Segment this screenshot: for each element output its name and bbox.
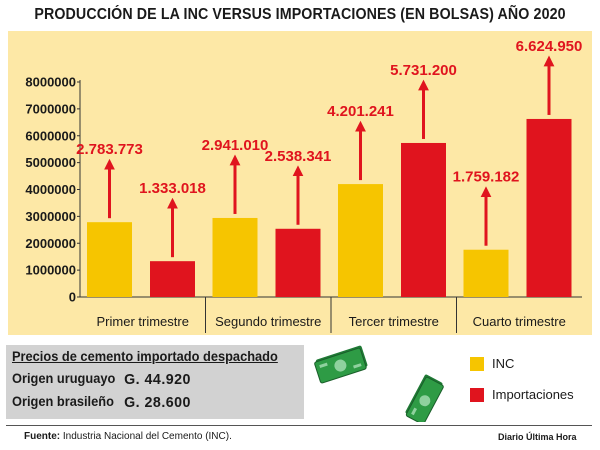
legend-label: INC: [492, 356, 515, 371]
source-text: Industria Nacional del Cemento (INC).: [62, 431, 232, 442]
bar-importaciones: [150, 261, 195, 297]
legend-item-importaciones: Importaciones: [470, 387, 600, 407]
y-tick-label: 0: [69, 290, 76, 305]
chart-panel: 0 1000000 2000000 3000000 4000000 5000000 6000…: [8, 31, 592, 335]
credit: Diario Última Hora: [498, 432, 577, 442]
legend-item-inc: INC: [470, 356, 600, 376]
legend-label: Importaciones: [492, 387, 574, 402]
data-label: 1.759.182: [453, 169, 520, 186]
bar-inc: [87, 222, 132, 297]
bar-inc: [212, 217, 258, 297]
data-label: 2.941.010: [202, 137, 269, 154]
data-label: 5.731.200: [390, 62, 457, 79]
y-tick-label: 2000000: [25, 236, 76, 251]
bar-chart: 0 1000000 2000000 3000000 4000000 5000000 6000…: [25, 38, 583, 333]
legend-swatch-importaciones: [470, 388, 484, 402]
y-tick-label: 1000000: [25, 263, 76, 278]
bar-importaciones: [275, 228, 321, 297]
x-tick-label: Primer trimestre: [97, 314, 189, 329]
price-row-brasil: Origen brasileño G. 28.600: [12, 394, 190, 411]
bar-importaciones: [526, 118, 572, 297]
price-row-label: Origen uruguayo: [12, 371, 116, 386]
y-tick-label: 3000000: [25, 209, 76, 224]
y-tick-label: 6000000: [25, 128, 76, 143]
source-label: Fuente:: [24, 431, 61, 442]
data-label: 1.333.018: [139, 180, 206, 197]
y-tick-label: 4000000: [25, 182, 76, 197]
y-tick-label: 8000000: [25, 75, 76, 90]
footer-divider: [6, 425, 592, 426]
money-bills-icon: [314, 345, 368, 384]
price-box-title: Precios de cemento importado despachado: [12, 349, 278, 364]
x-tick-label: Tercer trimestre: [349, 314, 439, 329]
source-note: Fuente: Industria Nacional del Cemento (…: [24, 431, 232, 442]
price-box: Precios de cemento importado despachado …: [6, 345, 304, 419]
price-row-value: G. 28.600: [124, 394, 191, 411]
bar-inc: [463, 249, 509, 297]
data-label: 2.783.773: [76, 141, 143, 158]
y-tick-label: 5000000: [25, 155, 76, 170]
x-tick-label: Cuarto trimestre: [473, 314, 566, 329]
chart-title: PRODUCCIÓN DE LA INC VERSUS IMPORTACIONE…: [34, 6, 566, 23]
price-row-uruguay: Origen uruguayo G. 44.920: [12, 371, 190, 388]
data-label: 2.538.341: [265, 148, 332, 165]
y-tick-label: 7000000: [25, 101, 76, 116]
data-label: 6.624.950: [516, 38, 583, 55]
bar-importaciones: [401, 142, 446, 297]
price-row-label: Origen brasileño: [12, 394, 114, 409]
x-tick-label: Segundo trimestre: [215, 314, 321, 329]
money-bills-icon: [405, 374, 444, 422]
legend-swatch-inc: [470, 357, 484, 371]
data-label: 4.201.241: [327, 103, 394, 120]
bar-inc: [338, 184, 383, 297]
price-row-value: G. 44.920: [124, 371, 191, 388]
